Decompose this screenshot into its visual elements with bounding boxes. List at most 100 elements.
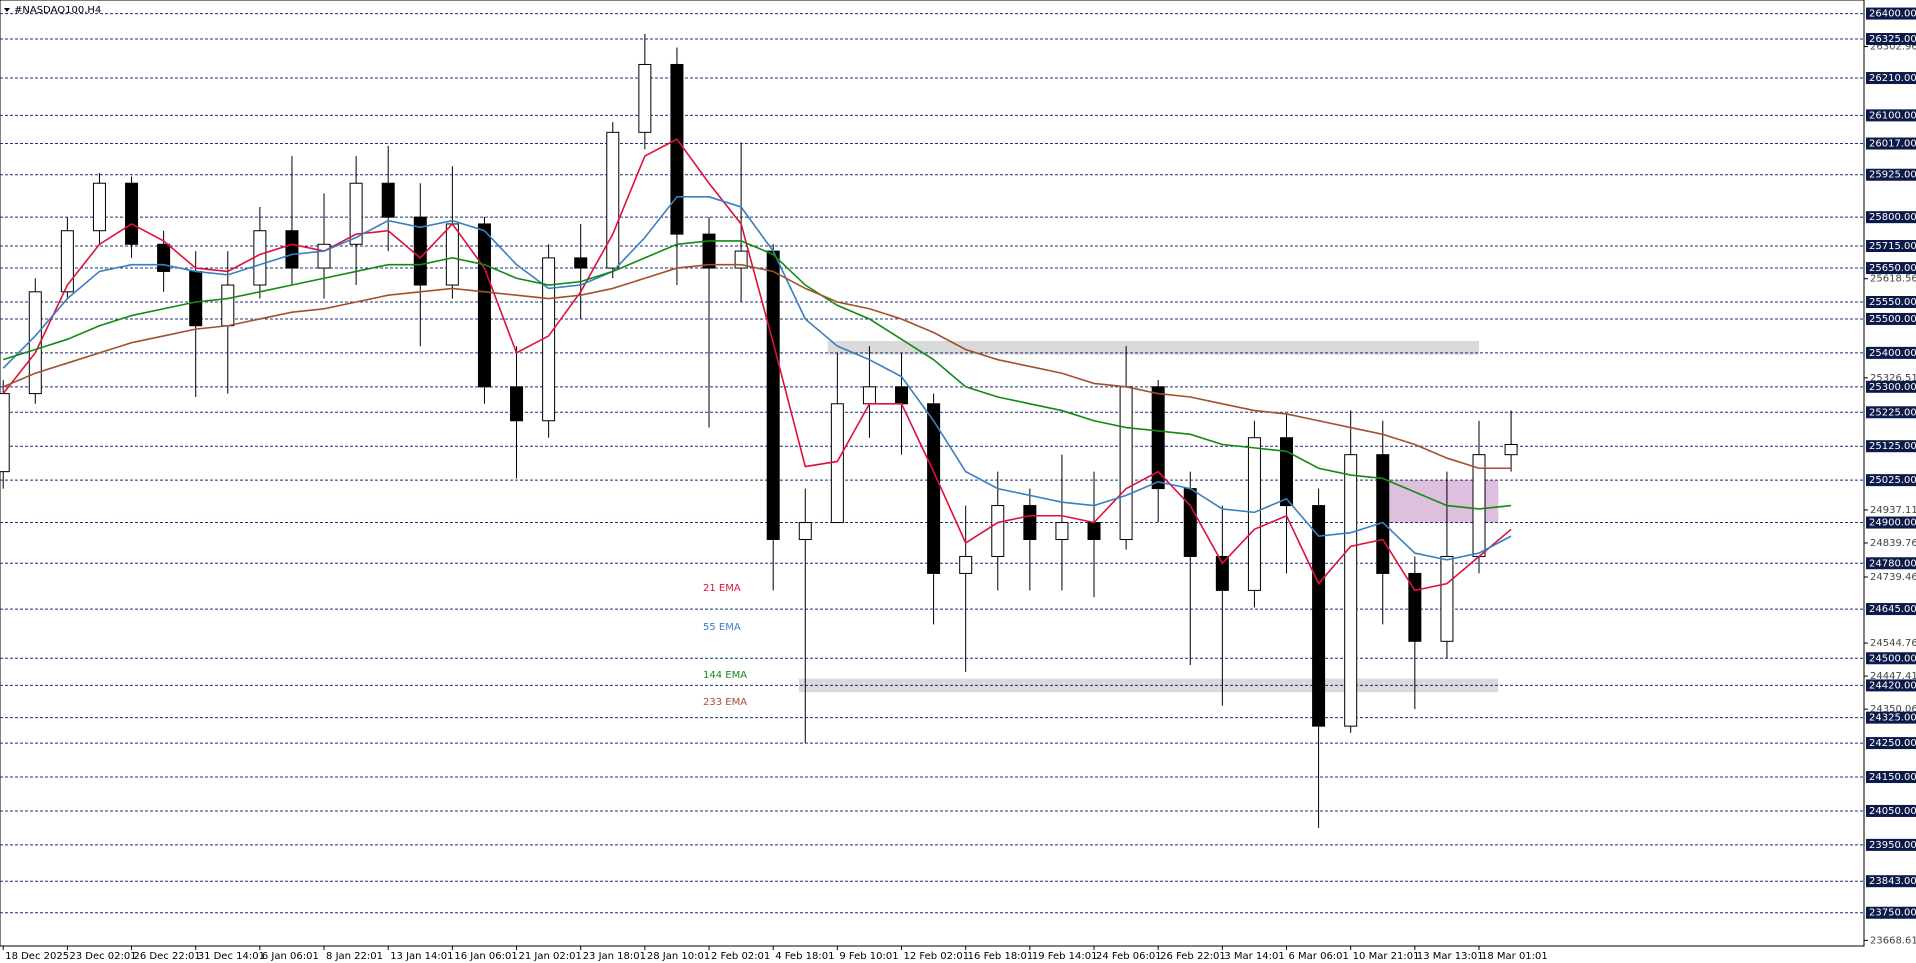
level-label: 23843.00 <box>1869 876 1916 887</box>
x-tick-label: 9 Feb 10:01 <box>839 951 898 962</box>
level-label-box <box>1866 33 1916 46</box>
y-tick-label: 25618.56 <box>1870 274 1916 285</box>
candle-body <box>253 230 267 286</box>
level-label: 25125.00 <box>1869 441 1916 452</box>
level-label: 24780.00 <box>1869 558 1916 569</box>
y-tick-label: 24937.11 <box>1870 505 1916 516</box>
x-tick-label: 18 Mar 01:01 <box>1481 951 1548 962</box>
y-tick-label: 24544.76 <box>1870 638 1916 649</box>
candle-body <box>1312 505 1326 727</box>
candle-body <box>927 403 941 574</box>
candle-body <box>1023 505 1037 541</box>
candle-body <box>285 230 299 269</box>
x-tick-label: 4 Feb 18:01 <box>775 951 834 962</box>
level-label-box <box>1866 240 1916 253</box>
candle-body <box>1504 443 1518 456</box>
level-label-box <box>1866 652 1916 665</box>
ema-label: 21 EMA <box>703 583 741 594</box>
level-label-box <box>1866 771 1916 784</box>
level-label: 26400.00 <box>1869 9 1916 20</box>
level-label-box <box>1866 312 1916 325</box>
ema-line <box>2 138 1512 592</box>
candle-body <box>1183 488 1197 557</box>
level-label-box <box>1866 168 1916 181</box>
level-label: 23950.00 <box>1869 840 1916 851</box>
x-tick-label: 28 Jan 10:01 <box>647 951 710 962</box>
level-label-box <box>1866 603 1916 616</box>
candle-body <box>670 63 684 235</box>
level-label-box <box>1866 211 1916 224</box>
level-label: 23750.00 <box>1869 908 1916 919</box>
ema-line <box>2 263 1512 470</box>
zone <box>798 678 1499 693</box>
x-tick-label: 6 Jan 06:01 <box>262 951 319 962</box>
x-tick-label: 19 Feb 14:01 <box>1032 951 1098 962</box>
candle-body <box>317 243 331 269</box>
level-label: 25800.00 <box>1869 212 1916 223</box>
candle-body <box>734 250 748 269</box>
candle-body <box>1119 386 1133 541</box>
level-label-box <box>1866 406 1916 419</box>
candle-body <box>60 230 74 293</box>
x-tick-label: 16 Feb 18:01 <box>968 951 1034 962</box>
y-tick-label: 24739.46 <box>1870 572 1916 583</box>
x-tick-label: 16 Jan 06:01 <box>454 951 517 962</box>
level-label: 25715.00 <box>1869 241 1916 252</box>
candle-body <box>798 522 812 541</box>
level-label-box <box>1866 380 1916 393</box>
candle-body <box>510 386 524 422</box>
level-label: 24500.00 <box>1869 653 1916 664</box>
level-label: 25550.00 <box>1869 297 1916 308</box>
level-label: 25650.00 <box>1869 263 1916 274</box>
x-tick-label: 13 Jan 14:01 <box>390 951 453 962</box>
candle-body <box>1472 454 1486 557</box>
candle-body <box>1280 437 1294 507</box>
x-tick-label: 18 Dec 2025 <box>5 951 69 962</box>
ema-label: 55 EMA <box>703 622 741 633</box>
y-tick-label: 26302.96 <box>1870 41 1916 52</box>
x-tick-label: 3 Mar 14:01 <box>1224 951 1284 962</box>
candle-body <box>766 250 780 541</box>
level-label: 24645.00 <box>1869 604 1916 615</box>
candle-body <box>606 131 620 269</box>
y-tick-label: 24350.06 <box>1870 704 1916 715</box>
level-label-box <box>1866 804 1916 817</box>
candle-body <box>1215 555 1229 591</box>
x-tick-label: 26 Dec 22:01 <box>134 951 201 962</box>
x-tick-label: 10 Mar 21:01 <box>1353 951 1420 962</box>
level-label-box <box>1866 346 1916 359</box>
candle-body <box>542 257 556 422</box>
level-label-box <box>1866 875 1916 888</box>
level-label: 26210.00 <box>1869 73 1916 84</box>
y-tick-label: 23668.61 <box>1870 935 1916 946</box>
candle-body <box>1247 437 1261 591</box>
level-label: 26325.00 <box>1869 34 1916 45</box>
x-tick-label: 13 Mar 13:01 <box>1417 951 1484 962</box>
candle-body <box>157 243 171 272</box>
level-label: 24420.00 <box>1869 680 1916 691</box>
level-label: 24150.00 <box>1869 772 1916 783</box>
y-tick-label: 24839.76 <box>1870 538 1916 549</box>
x-tick-label: 21 Jan 02:01 <box>519 951 582 962</box>
candle-body <box>125 182 139 245</box>
menu-arrow[interactable] <box>4 8 10 12</box>
ema-line <box>2 240 1512 510</box>
y-tick-label: 24447.41 <box>1870 671 1916 682</box>
level-label-box <box>1866 295 1916 308</box>
ema-label: 233 EMA <box>703 697 747 708</box>
level-label-box <box>1866 72 1916 85</box>
candle-body <box>477 223 491 388</box>
candle-body <box>221 284 235 327</box>
x-tick-label: 12 Feb 02:01 <box>904 951 970 962</box>
candle-body <box>991 505 1005 557</box>
level-label: 25400.00 <box>1869 348 1916 359</box>
candle-body <box>702 233 716 269</box>
level-label-box <box>1866 557 1916 570</box>
level-label-box <box>1866 679 1916 692</box>
candle-body <box>1344 454 1358 727</box>
level-label: 25225.00 <box>1869 407 1916 418</box>
ema-label: 144 EMA <box>703 670 747 681</box>
candle-body <box>895 386 909 405</box>
candle-body <box>445 223 459 286</box>
candle-body <box>638 63 652 133</box>
